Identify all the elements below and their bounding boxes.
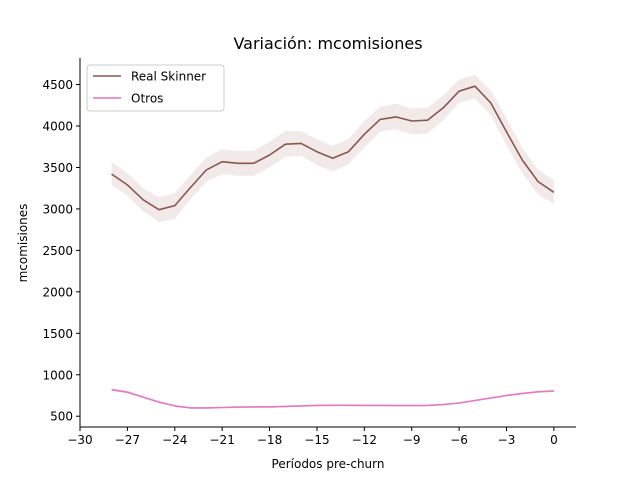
x-tick-label: −3: [498, 433, 516, 447]
legend: Real Skinner Otros: [87, 65, 224, 111]
x-tick-label: −15: [304, 433, 329, 447]
y-tick-label: 4500: [42, 78, 73, 92]
y-tick-label: 2000: [42, 285, 73, 299]
legend-label-otros: Otros: [131, 92, 163, 106]
x-tick-label: −12: [352, 433, 377, 447]
x-tick-label: −27: [115, 433, 140, 447]
legend-label-real-skinner: Real Skinner: [131, 70, 206, 84]
y-tick-label: 2500: [42, 244, 73, 258]
x-axis-label: Períodos pre-churn: [272, 457, 385, 471]
y-tick-label: 3000: [42, 202, 73, 216]
x-tick-label: 0: [550, 433, 558, 447]
x-tick-label: −6: [450, 433, 468, 447]
x-tick-label: −24: [162, 433, 187, 447]
y-tick-label: 500: [50, 410, 73, 424]
y-tick-label: 3500: [42, 161, 73, 175]
y-tick-label: 1000: [42, 368, 73, 382]
x-tick-label: −18: [257, 433, 282, 447]
chart-title: Variación: mcomisiones: [233, 34, 422, 53]
y-axis-label: mcomisiones: [16, 204, 30, 283]
x-tick-label: −30: [67, 433, 92, 447]
y-tick-label: 4000: [42, 119, 73, 133]
y-tick-label: 1500: [42, 327, 73, 341]
x-tick-label: −21: [210, 433, 235, 447]
x-tick-label: −9: [403, 433, 421, 447]
